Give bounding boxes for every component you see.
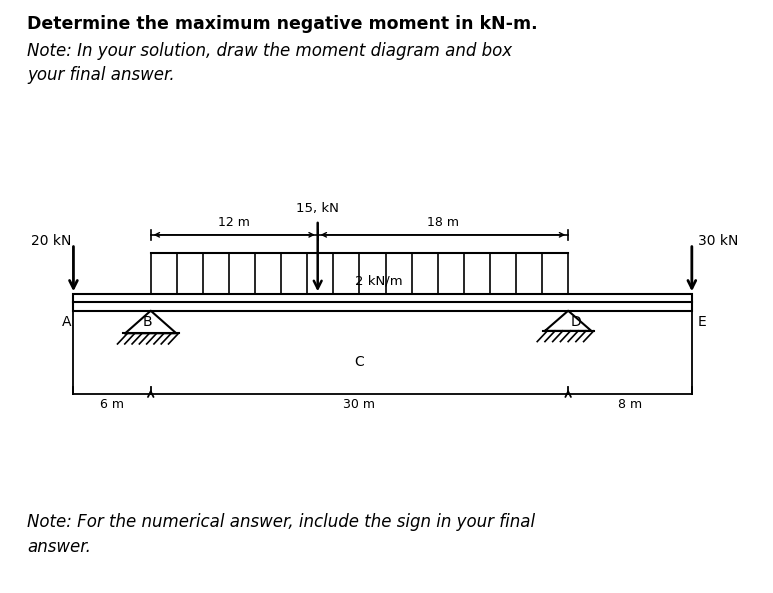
Text: Note: For the numerical answer, include the sign in your final: Note: For the numerical answer, include … [27,513,535,531]
Text: E: E [697,315,706,330]
Text: 20 kN: 20 kN [31,234,71,248]
Text: your final answer.: your final answer. [27,66,175,84]
Bar [73,294,692,311]
Text: 30 kN: 30 kN [698,234,738,248]
Text: Determine the maximum negative moment in kN-m.: Determine the maximum negative moment in… [27,15,538,33]
Text: 8 m: 8 m [618,398,642,412]
Text: B: B [143,315,152,330]
Text: answer.: answer. [27,538,91,556]
Text: 15, kN: 15, kN [296,202,339,215]
Text: 6 m: 6 m [100,398,124,412]
Text: Note: In your solution, draw the moment diagram and box: Note: In your solution, draw the moment … [27,42,512,59]
Text: 18 m: 18 m [427,216,459,229]
Text: D: D [570,315,581,330]
Text: A: A [62,315,71,330]
Text: 2 kN/m: 2 kN/m [355,274,403,287]
Text: C: C [355,355,364,369]
Text: 12 m: 12 m [218,216,250,229]
Text: 30 m: 30 m [343,398,376,412]
